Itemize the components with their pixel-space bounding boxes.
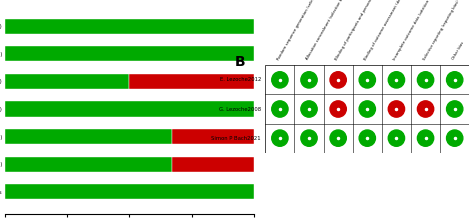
Bar xyxy=(129,74,254,89)
Circle shape xyxy=(447,101,463,117)
Circle shape xyxy=(418,101,434,117)
Bar xyxy=(5,74,129,89)
Circle shape xyxy=(418,130,434,146)
Bar xyxy=(172,129,254,144)
Text: Simon P Bach2021: Simon P Bach2021 xyxy=(211,136,261,141)
Circle shape xyxy=(330,101,346,117)
Bar xyxy=(5,157,172,172)
Bar xyxy=(5,101,254,117)
Circle shape xyxy=(272,130,288,146)
Text: Selective reporting (reporting bias): Selective reporting (reporting bias) xyxy=(422,0,460,61)
Circle shape xyxy=(272,72,288,88)
Circle shape xyxy=(359,101,375,117)
Circle shape xyxy=(272,101,288,117)
Circle shape xyxy=(301,72,317,88)
Text: Other bias: Other bias xyxy=(451,41,465,61)
Circle shape xyxy=(330,72,346,88)
Circle shape xyxy=(388,101,405,117)
Circle shape xyxy=(388,130,405,146)
Text: G. Lezoche2008: G. Lezoche2008 xyxy=(219,107,261,111)
Circle shape xyxy=(301,130,317,146)
Text: B: B xyxy=(235,55,246,69)
Text: Random sequence generation (selection bias): Random sequence generation (selection bi… xyxy=(276,0,325,61)
Text: E. Lezoche2012: E. Lezoche2012 xyxy=(219,77,261,82)
Bar xyxy=(5,184,254,199)
Text: Allocation concealment (selection bias): Allocation concealment (selection bias) xyxy=(306,0,347,61)
Circle shape xyxy=(301,101,317,117)
Circle shape xyxy=(359,130,375,146)
Circle shape xyxy=(418,72,434,88)
Bar xyxy=(5,19,254,34)
Circle shape xyxy=(330,130,346,146)
Circle shape xyxy=(447,130,463,146)
Bar xyxy=(5,46,254,61)
Bar xyxy=(172,157,254,172)
Text: Binding of outcome assessment (detection bias): Binding of outcome assessment (detection… xyxy=(364,0,415,61)
Circle shape xyxy=(447,72,463,88)
Text: Incomplete outcome data (attrition bias): Incomplete outcome data (attrition bias) xyxy=(393,0,437,61)
Text: Blinding of participants and personnel (performance bias): Blinding of participants and personnel (… xyxy=(335,0,395,61)
Circle shape xyxy=(359,72,375,88)
Bar xyxy=(5,129,172,144)
Circle shape xyxy=(388,72,405,88)
